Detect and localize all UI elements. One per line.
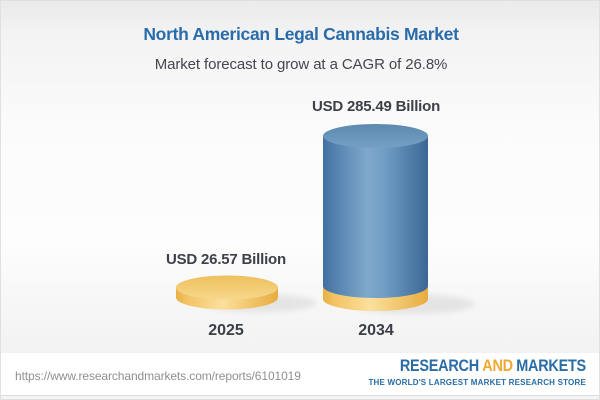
bar-2025-cylinder	[176, 275, 278, 310]
bar-2025-top-face	[176, 275, 278, 300]
bar-2034-body-bottom	[323, 274, 428, 298]
footer: https://www.researchandmarkets.com/repor…	[1, 353, 599, 395]
bar-2034-body	[323, 136, 428, 286]
chart-title: North American Legal Cannabis Market	[143, 24, 459, 44]
research-and-markets-logo: RESEARCH AND MARKETS THE WORLD'S LARGEST M…	[367, 356, 586, 387]
value-label-2025: USD 26.57 Billion	[166, 251, 286, 268]
logo-wordmark: RESEARCH AND MARKETS	[400, 356, 586, 376]
logo-tagline: THE WORLD'S LARGEST MARKET RESEARCH STOR…	[368, 378, 586, 387]
logo-word-and: AND	[482, 356, 513, 375]
report-url: https://www.researchandmarkets.com/repor…	[15, 369, 301, 383]
cylinder-chart-canvas	[176, 124, 475, 314]
chart-area: North American Legal Cannabis Market Mar…	[1, 1, 599, 353]
category-label-2025: 2025	[208, 322, 244, 339]
bar-2034-cylinder	[323, 124, 428, 311]
logo-word-research: RESEARCH	[399, 356, 479, 375]
chart-subtitle: Market forecast to grow at a CAGR of 26.…	[154, 56, 448, 73]
value-label-2034: USD 285.49 Billion	[311, 98, 441, 115]
bottom-edge-strip	[1, 395, 599, 399]
bar-2034-top-face	[323, 124, 428, 148]
logo-word-markets: MARKETS	[516, 356, 586, 375]
category-label-2034: 2034	[358, 322, 394, 339]
